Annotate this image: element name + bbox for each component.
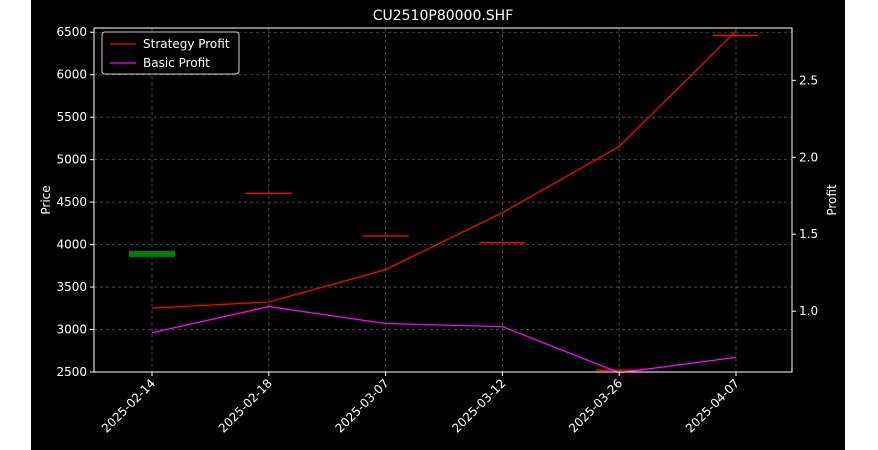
series-line	[151, 30, 737, 309]
left-tick-label: 6500	[56, 25, 87, 39]
series-layer	[151, 30, 737, 374]
left-y-axis: 2500 3000 3500 4000 4500 5000 5500 6000 6500	[56, 25, 94, 379]
right-tick-label: 1.0	[799, 304, 818, 318]
right-tick-label: 2.0	[799, 150, 818, 164]
right-tick-label: 2.5	[799, 73, 818, 87]
candle-body	[596, 369, 643, 371]
candle-body	[713, 34, 759, 37]
candle-body	[129, 250, 175, 257]
left-axis-label: Price	[39, 185, 53, 214]
right-tick-label: 1.5	[799, 227, 818, 241]
left-tick-label: 3500	[56, 280, 87, 294]
left-tick-label: 3000	[56, 323, 87, 337]
left-tick-label: 5500	[56, 110, 87, 124]
candle-body	[245, 192, 292, 195]
left-tick-label: 5000	[56, 153, 87, 167]
left-tick-label: 6000	[56, 68, 87, 82]
plot-area-frame	[93, 27, 793, 373]
candle-body	[362, 235, 409, 237]
right-axis-label: Profit	[825, 184, 839, 216]
left-tick-label: 4000	[56, 238, 87, 252]
candles-layer	[129, 34, 759, 371]
legend-box	[101, 31, 240, 75]
left-tick-label: 4500	[56, 195, 87, 209]
legend-label-strategy-profit: Strategy Profit	[143, 37, 230, 51]
legend: Strategy Profit Basic Profit	[101, 31, 240, 75]
series-line	[151, 305, 737, 374]
chart-title: CU2510P80000.SHF	[373, 8, 514, 24]
legend-label-basic-profit: Basic Profit	[143, 56, 210, 70]
left-tick-label: 2500	[56, 365, 87, 379]
candle-body	[479, 242, 526, 244]
right-y-axis: 1.0 1.5 2.0 2.5	[792, 73, 818, 318]
